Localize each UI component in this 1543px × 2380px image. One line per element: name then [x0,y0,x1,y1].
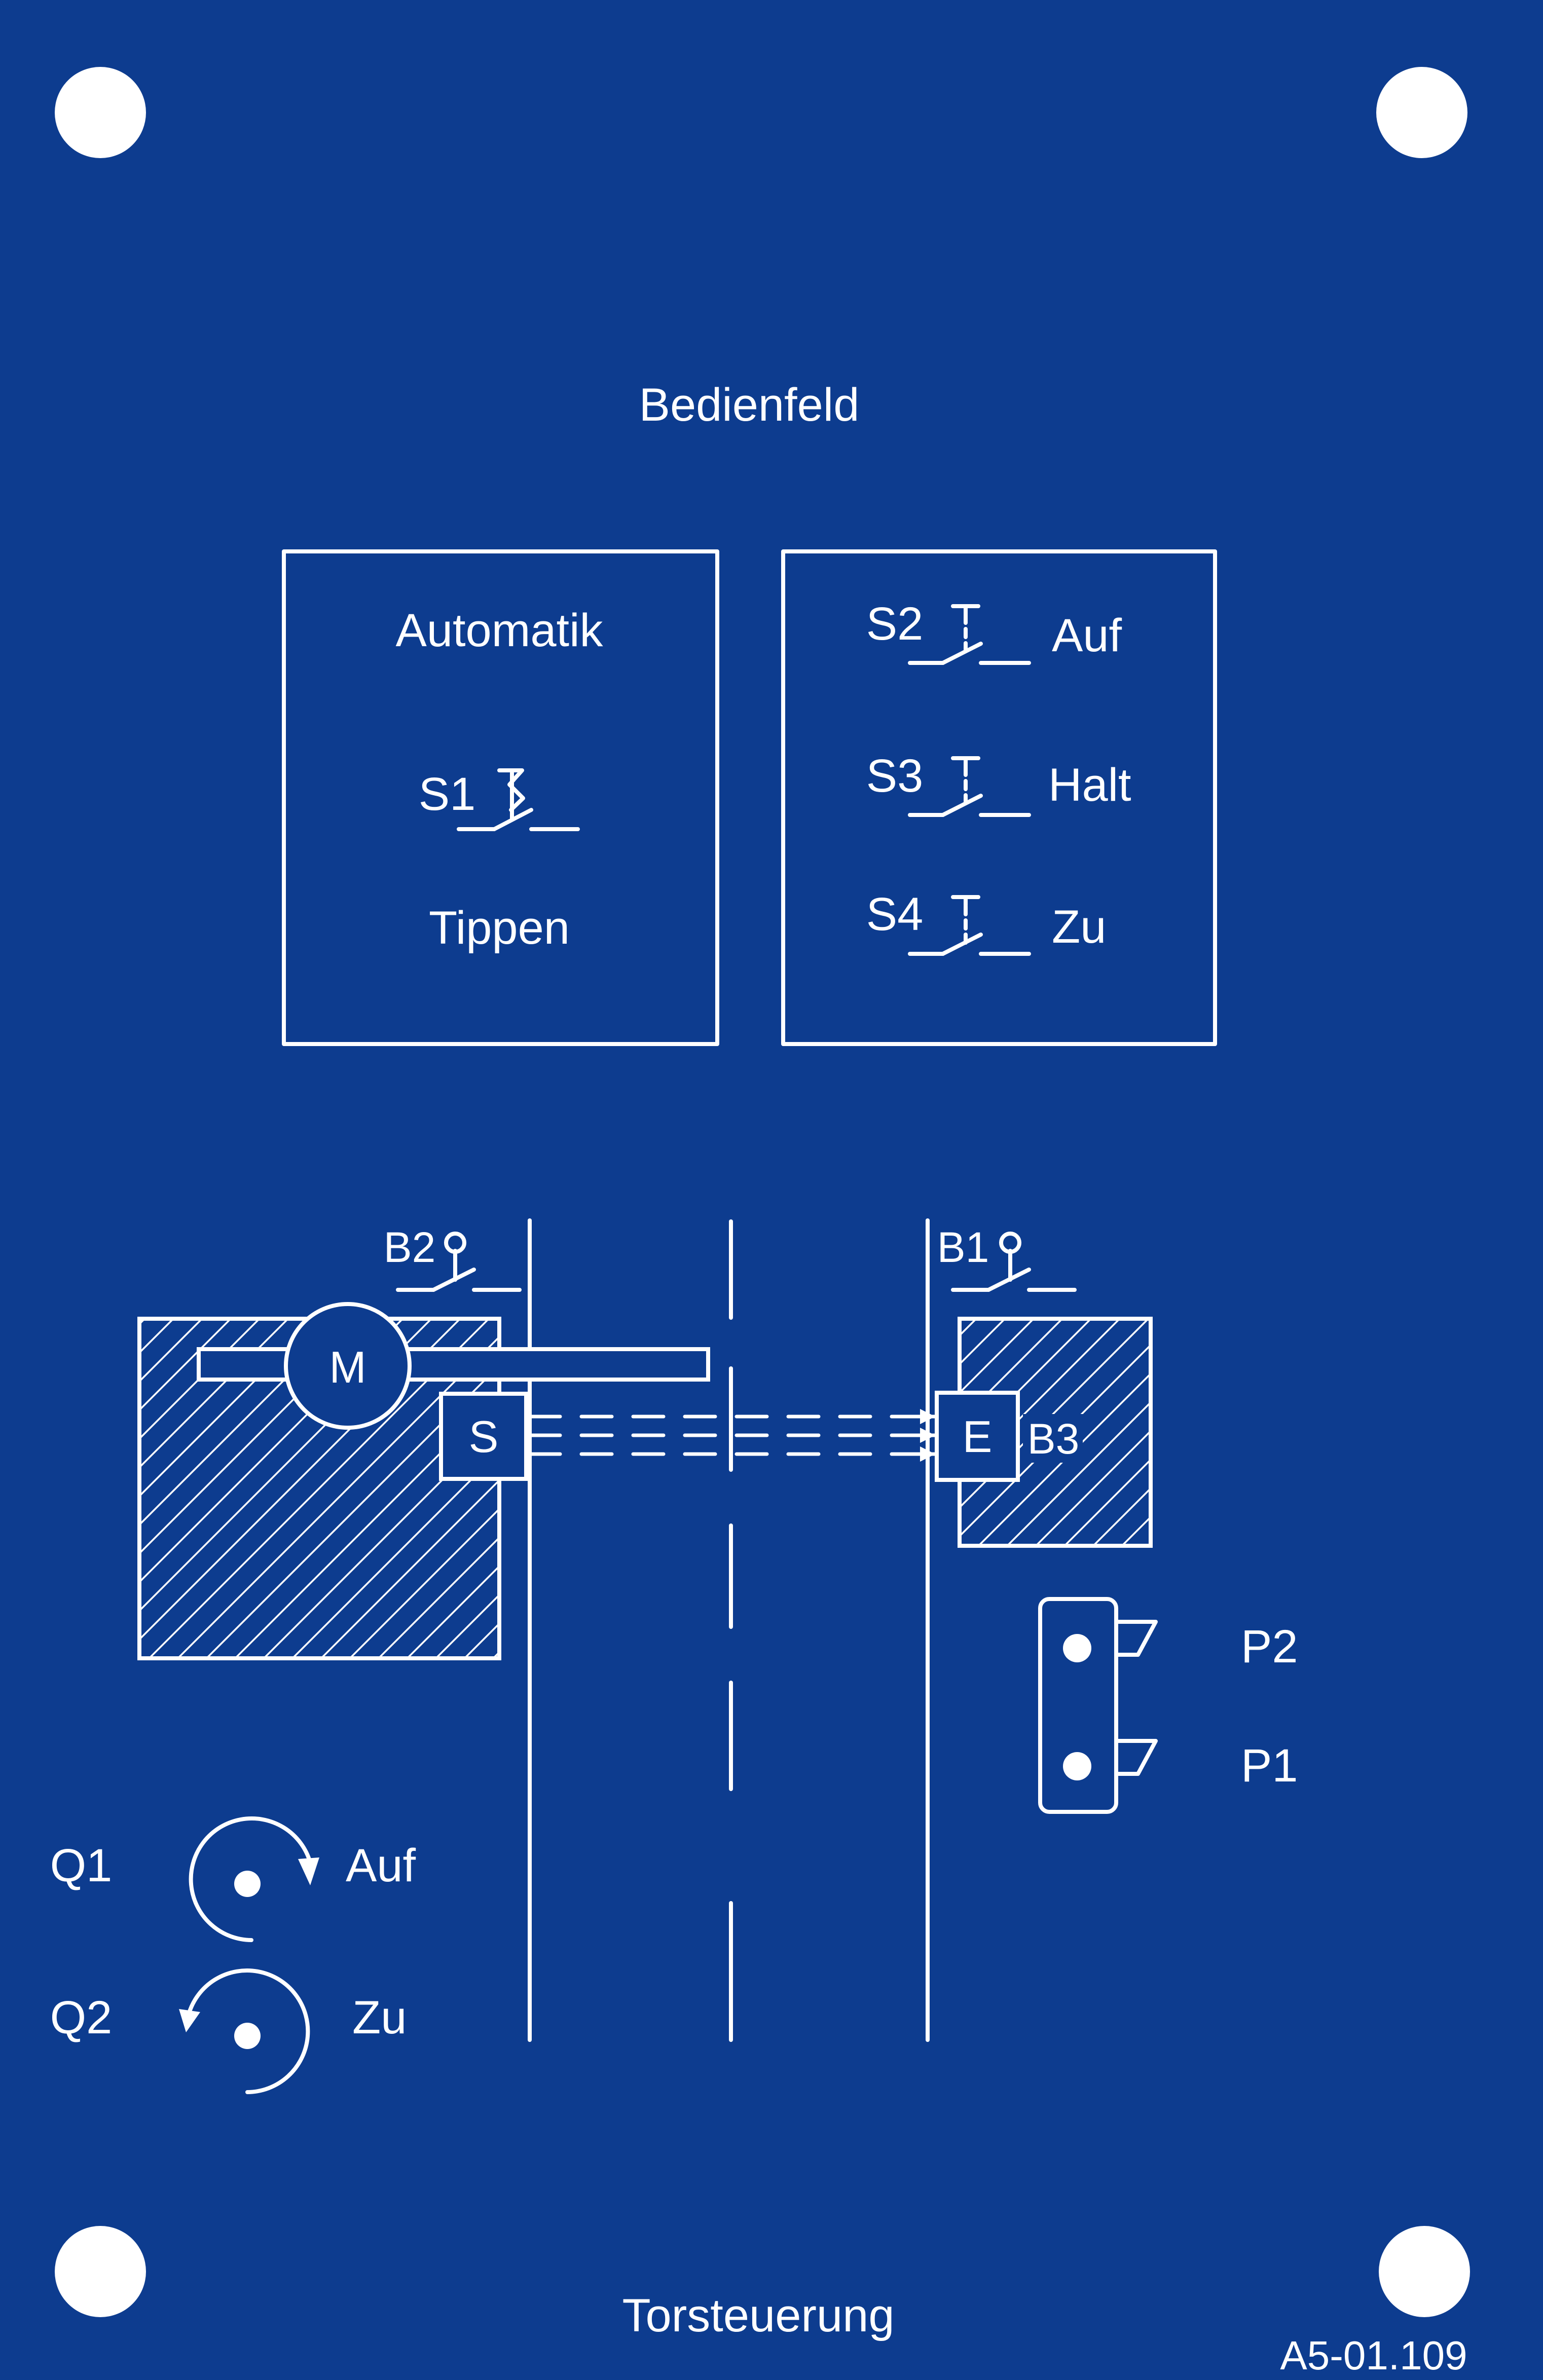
rotation-ccw-icon [179,1968,310,2094]
light-barrier-receiver [935,1391,1020,1482]
mounting-hole-icon [1376,67,1467,158]
limit-switch-icon [951,1232,1077,1292]
lamp-p1-label: P1 [1241,1740,1298,1792]
mode-box [282,549,719,1046]
light-barrier-b3-label: B3 [1027,1415,1080,1463]
contactor-q1-label: Auf [346,1840,416,1891]
contactor-q2-id: Q2 [50,1992,113,2043]
light-beams [528,1415,937,1456]
light-barrier-sender [439,1392,528,1481]
motor-icon [284,1302,412,1430]
limit-switch-b1-label: B1 [937,1223,989,1271]
push-button-icon[interactable] [908,756,1031,817]
part-number: A5-01.109 [1280,2333,1467,2378]
mounting-hole-icon [1379,2226,1470,2317]
lamp-p2-icon [1063,1634,1091,1662]
lamp-p2-label: P2 [1241,1621,1298,1672]
contactor-q2-label: Zu [352,1992,407,2043]
button-s3-label: Halt [1048,759,1131,811]
mounting-hole-icon [55,67,146,158]
limit-switch-icon [396,1232,522,1292]
panel-footer: Torsteuerung [622,2290,895,2341]
push-button-icon[interactable] [908,604,1031,665]
motor-label: M [329,1342,366,1392]
button-s4-label: Zu [1052,901,1106,953]
mode-automatic-label: Automatik [395,605,603,656]
contactor-q1-id: Q1 [50,1840,113,1891]
lamp-p1-icon [1063,1752,1091,1780]
button-s2-label: Auf [1052,610,1122,661]
push-button-icon[interactable] [908,895,1031,956]
mounting-hole-icon [55,2226,146,2317]
panel-title: Bedienfeld [639,379,860,431]
button-s2-id: S2 [866,598,924,650]
switch-s1-label: S1 [419,768,476,820]
receiver-label: E [963,1411,993,1462]
mode-jog-label: Tippen [429,902,570,954]
detent-switch-icon[interactable] [457,768,580,831]
button-s3-id: S3 [866,750,924,802]
sender-label: S [469,1411,499,1462]
limit-switch-b2-label: B2 [384,1223,436,1271]
rotation-cw-icon [189,1816,319,1942]
signal-lamp-icon [1038,1597,1158,1814]
button-s4-id: S4 [866,888,924,940]
gate-bar [197,1347,710,1382]
beam-arrow-icon [920,1409,935,1462]
buttons-box [781,549,1217,1046]
b3-label-backdrop [1023,1414,1083,1463]
